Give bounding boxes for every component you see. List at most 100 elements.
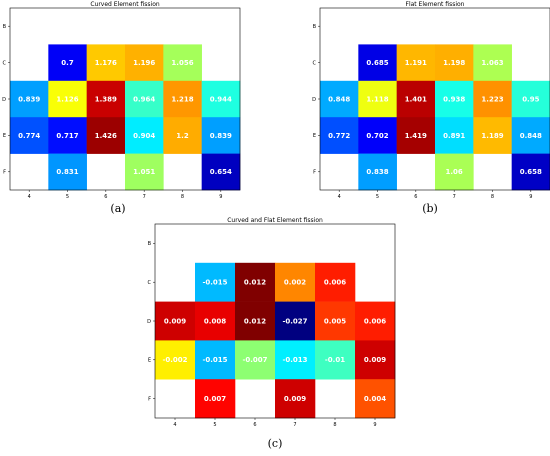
- cell-value-label: 0.654: [210, 168, 232, 176]
- cell-value-label: 1.401: [405, 95, 427, 103]
- cell-value-label: 0.964: [133, 95, 155, 103]
- heatmap-cell: [48, 80, 87, 118]
- cell-value-label: 1.056: [171, 59, 193, 67]
- cell-value-label: 0.004: [364, 395, 386, 403]
- heatmap-cell: [275, 340, 316, 380]
- cell-value-label: 0.009: [164, 317, 186, 325]
- heatmap-cell: [315, 340, 356, 380]
- heatmap-difference: Curved and Flat Element fission-0.015 0.0…: [147, 217, 396, 428]
- heatmap-cell: [358, 44, 397, 82]
- heatmap-flat: Flat Element fission 0.685 1.191 1.198 1.063…: [312, 1, 550, 200]
- cell-value-label: 0.831: [56, 168, 78, 176]
- sublabel-a: (a): [110, 202, 126, 215]
- heatmap-cell: [86, 117, 126, 154]
- y-tick-label: E: [148, 358, 151, 364]
- cell-value-label: 1.191: [405, 59, 427, 67]
- cell-value-label: 1.389: [95, 95, 117, 103]
- heatmap-cell: [163, 44, 202, 82]
- cell-value-label: 0.009: [284, 395, 306, 403]
- cell-value-label: 0.007: [204, 395, 226, 403]
- cell-value-label: 0.009: [364, 356, 386, 364]
- x-tick-label: 6: [104, 194, 107, 200]
- x-tick-label: 9: [373, 422, 376, 428]
- cell-value-label: -0.002: [162, 356, 187, 364]
- y-tick-label: F: [313, 170, 316, 176]
- cell-value-label: 0.938: [443, 95, 465, 103]
- heatmap-cell: [201, 80, 241, 118]
- heatmap-cell: [396, 44, 436, 82]
- chart-title: Curved and Flat Element fission: [227, 217, 323, 224]
- cell-value-label: 0.772: [328, 132, 350, 140]
- heatmap-cell: [320, 80, 359, 118]
- cell-value-label: -0.01: [325, 356, 345, 364]
- heatmap-cell: [201, 117, 241, 154]
- x-tick-label: 5: [213, 422, 216, 428]
- x-tick-label: 5: [376, 194, 379, 200]
- y-tick-label: B: [3, 24, 7, 30]
- heatmap-cell: [48, 153, 87, 191]
- heatmap-cell: [473, 44, 512, 82]
- cell-value-label: 0.717: [56, 132, 78, 140]
- heatmap-cell: [511, 153, 550, 191]
- heatmap-cell: [473, 80, 512, 118]
- x-tick-label: 4: [173, 422, 176, 428]
- y-tick-label: F: [148, 396, 151, 402]
- heatmap-cell: [195, 340, 236, 380]
- y-tick-label: D: [147, 319, 151, 325]
- heatmap-cell: [435, 44, 474, 82]
- y-tick-label: B: [313, 24, 317, 30]
- heatmap-cell: [435, 153, 474, 191]
- cell-value-label: 1.189: [481, 132, 503, 140]
- cell-value-label: 0.944: [210, 95, 232, 103]
- y-tick-label: E: [3, 133, 6, 139]
- x-tick-label: 8: [333, 422, 336, 428]
- cell-value-label: 1.218: [171, 95, 193, 103]
- cell-value-label: 1.126: [56, 95, 78, 103]
- heatmap-cell: [358, 153, 397, 191]
- heatmap-cell: [355, 379, 396, 419]
- heatmap-cell: [125, 80, 164, 118]
- cell-value-label: -0.027: [282, 317, 307, 325]
- heatmap-cell: [275, 262, 316, 302]
- heatmap-cell: [511, 117, 550, 154]
- heatmap-cell: [235, 301, 276, 341]
- y-tick-label: F: [3, 170, 6, 176]
- heatmap-cell: [355, 340, 396, 380]
- cell-value-label: 0.012: [244, 279, 266, 287]
- heatmap-cell: [155, 301, 196, 341]
- cell-value-label: 1.198: [443, 59, 465, 67]
- x-tick-label: 4: [338, 194, 341, 200]
- cell-value-label: 0.839: [18, 95, 40, 103]
- cell-value-label: 0.95: [522, 95, 539, 103]
- y-tick-label: C: [148, 280, 152, 286]
- cell-value-label: 0.008: [204, 317, 226, 325]
- cell-value-label: 1.063: [481, 59, 503, 67]
- heatmap-cell: [396, 117, 436, 154]
- chart-title: Flat Element fission: [406, 1, 465, 8]
- heatmap-cell: [275, 379, 316, 419]
- heatmap-cell: [155, 340, 196, 380]
- cell-value-label: 0.658: [520, 168, 542, 176]
- x-tick-label: 8: [491, 194, 494, 200]
- heatmap-cell: [125, 117, 164, 154]
- cell-value-label: 0.848: [520, 132, 542, 140]
- heatmap-cell: [195, 379, 236, 419]
- cell-value-label: -0.015: [202, 279, 227, 287]
- cell-value-label: -0.007: [242, 356, 267, 364]
- sublabel-b: (b): [422, 202, 438, 215]
- heatmap-cell: [86, 80, 126, 118]
- x-tick-label: 7: [293, 422, 296, 428]
- cell-value-label: 1.051: [133, 168, 155, 176]
- cell-value-label: 0.774: [18, 132, 40, 140]
- heatmap-cell: [275, 301, 316, 341]
- cell-value-label: 1.06: [446, 168, 463, 176]
- heatmap-cell: [163, 117, 202, 154]
- heatmap-cell: [358, 117, 397, 154]
- heatmap-cell: [125, 153, 164, 191]
- cell-value-label: 0.891: [443, 132, 465, 140]
- heatmap-cell: [86, 44, 126, 82]
- cell-value-label: 0.702: [366, 132, 388, 140]
- cell-value-label: 0.7: [61, 59, 74, 67]
- heatmap-cell: [235, 262, 276, 302]
